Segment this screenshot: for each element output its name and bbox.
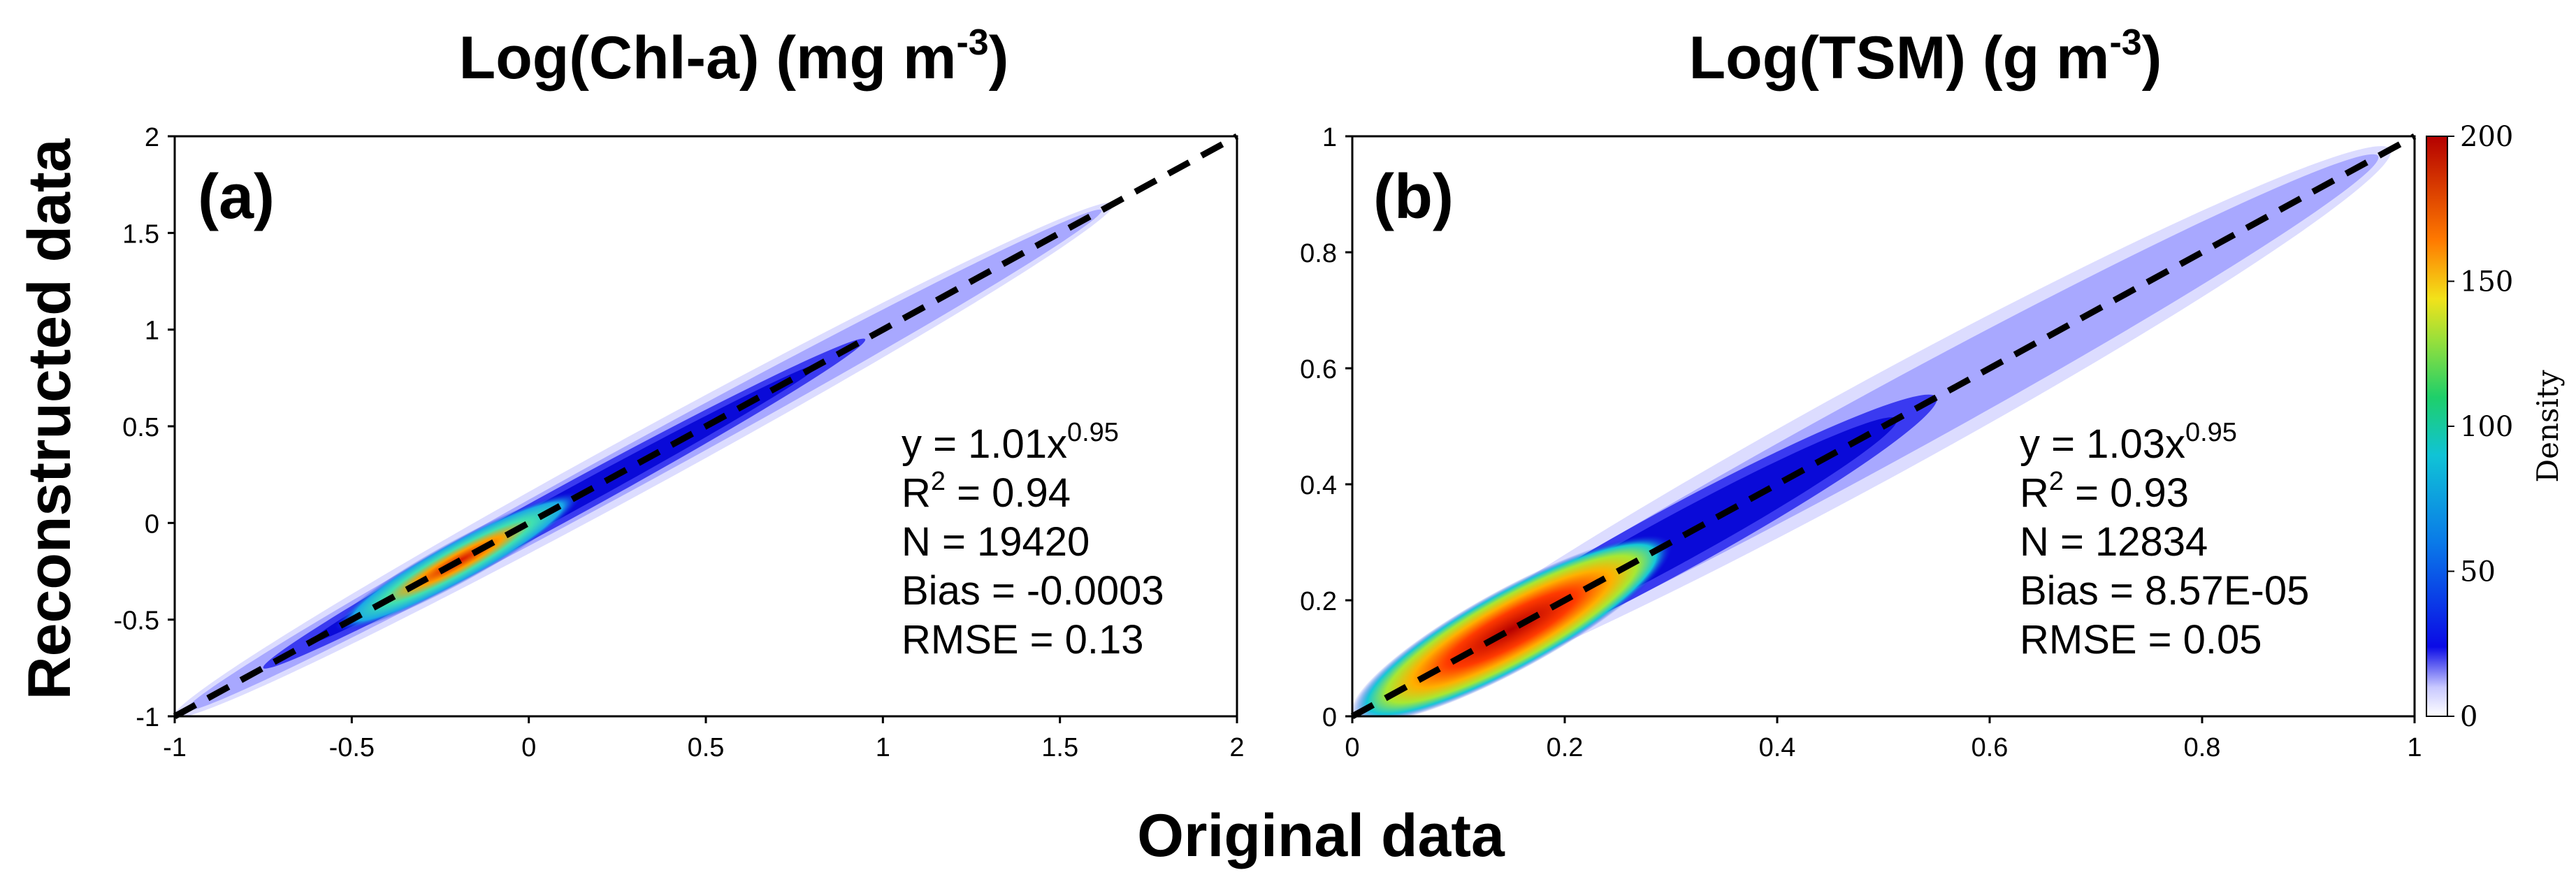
panel-b-density-peak [1352,535,1672,716]
colorbar-tick-label: 200 [2460,121,2513,153]
panel-b-xtick-label: 0.2 [1547,733,1584,762]
panel-b-title-sup: -3 [2109,22,2141,63]
panel-a-ytick-label: 2 [145,123,159,152]
panel-a-stat-bias: Bias = -0.0003 [902,568,1164,614]
colorbar-ticks: 0 50 100 150 200 [2447,121,2513,733]
panel-b-ticks: 0 0.2 0.4 0.6 0.8 1 0 0.2 0.4 0.6 0.8 1 [1300,123,2422,762]
panel-a-stat-equation: y = 1.01x0.95 [902,418,1119,467]
colorbar-label: Density [2531,370,2565,482]
panel-a-stat-n: N = 19420 [902,519,1090,565]
panel-a-xtick-label: 2 [1229,733,1244,762]
panel-a-xtick-label: 0.5 [688,733,725,762]
panel-b-stat-bias: Bias = 8.57E-05 [2020,568,2309,614]
panel-a-xtick-label: -0.5 [329,733,375,762]
panel-b-ytick-label: 0.2 [1300,587,1337,616]
panel-b-stat-equation: y = 1.03x0.95 [2020,418,2237,467]
panel-a-title-close: ) [989,24,1009,92]
panel-a-xtick-label: -1 [163,733,187,762]
colorbar-gradient [2426,136,2448,717]
panel-b-reference-line [1350,133,2417,719]
panel-a-xtick-label: 1.5 [1041,733,1078,762]
panel-a-title-text: Log(Chl-a) (mg m [459,24,957,92]
panel-a-label: (a) [198,162,275,232]
panel-a-ytick-label: 0 [145,509,159,539]
panel-b-frame [1351,135,2416,718]
colorbar-tick-label: 150 [2460,266,2513,298]
panel-a-title-sup: -3 [956,22,988,63]
panel-a-ytick-label: -0.5 [114,607,159,636]
panel-b-ytick-label: 0.4 [1300,471,1337,500]
panel-a-xtick-label: 1 [876,733,890,762]
panel-b-ytick-label: 1 [1322,123,1337,152]
panel-b-title-close: ) [2142,24,2162,92]
panel-b-stat-rmse: RMSE = 0.05 [2020,617,2262,662]
panel-a-ytick-label: 1 [145,317,159,346]
panel-b-stat-r2: R2 = 0.93 [2020,467,2189,516]
panel-b-ytick-label: 0 [1322,703,1337,732]
panel-b-title: Log(TSM) (g m-3) [1689,22,2162,92]
panel-a-ticks: -1 -0.5 0 0.5 1 1.5 2 -1 -0.5 0 0.5 1 1.5 2 [114,123,1245,762]
panel-a-title: Log(Chl-a) (mg m-3) [459,22,1009,92]
colorbar-tick-label: 100 [2460,411,2513,443]
y-axis-label: Reconstructed data [16,138,83,700]
panel-a-xtick-label: 0 [521,733,536,762]
panel-a-reference-line [173,133,1239,719]
panel-b-label: (b) [1373,162,1454,232]
panel-b-xtick-label: 0.8 [2184,733,2221,762]
panel-b-xtick-label: 0.6 [1971,733,2009,762]
panel-b-stat-n: N = 12834 [2020,519,2208,565]
x-axis-label: Original data [1137,802,1505,869]
colorbar-tick-label: 50 [2460,556,2496,588]
panel-b-xtick-label: 1 [2407,733,2422,762]
colorbar-tick-label: 0 [2460,701,2477,733]
panel-b-title-text: Log(TSM) (g m [1689,24,2110,92]
panel-b-ytick-label: 0.8 [1300,239,1337,268]
panel-b-xtick-label: 0 [1345,733,1359,762]
panel-a-stat-r2: R2 = 0.94 [902,467,1071,516]
panel-b-ytick-label: 0.6 [1300,355,1337,384]
panel-a-ytick-label: -1 [136,703,159,732]
panel-b-xtick-label: 0.4 [1759,733,1796,762]
panel-a-ytick-label: 0.5 [122,413,159,442]
panel-a-ytick-label: 1.5 [122,219,159,249]
panel-a-stat-rmse: RMSE = 0.13 [902,617,1144,662]
